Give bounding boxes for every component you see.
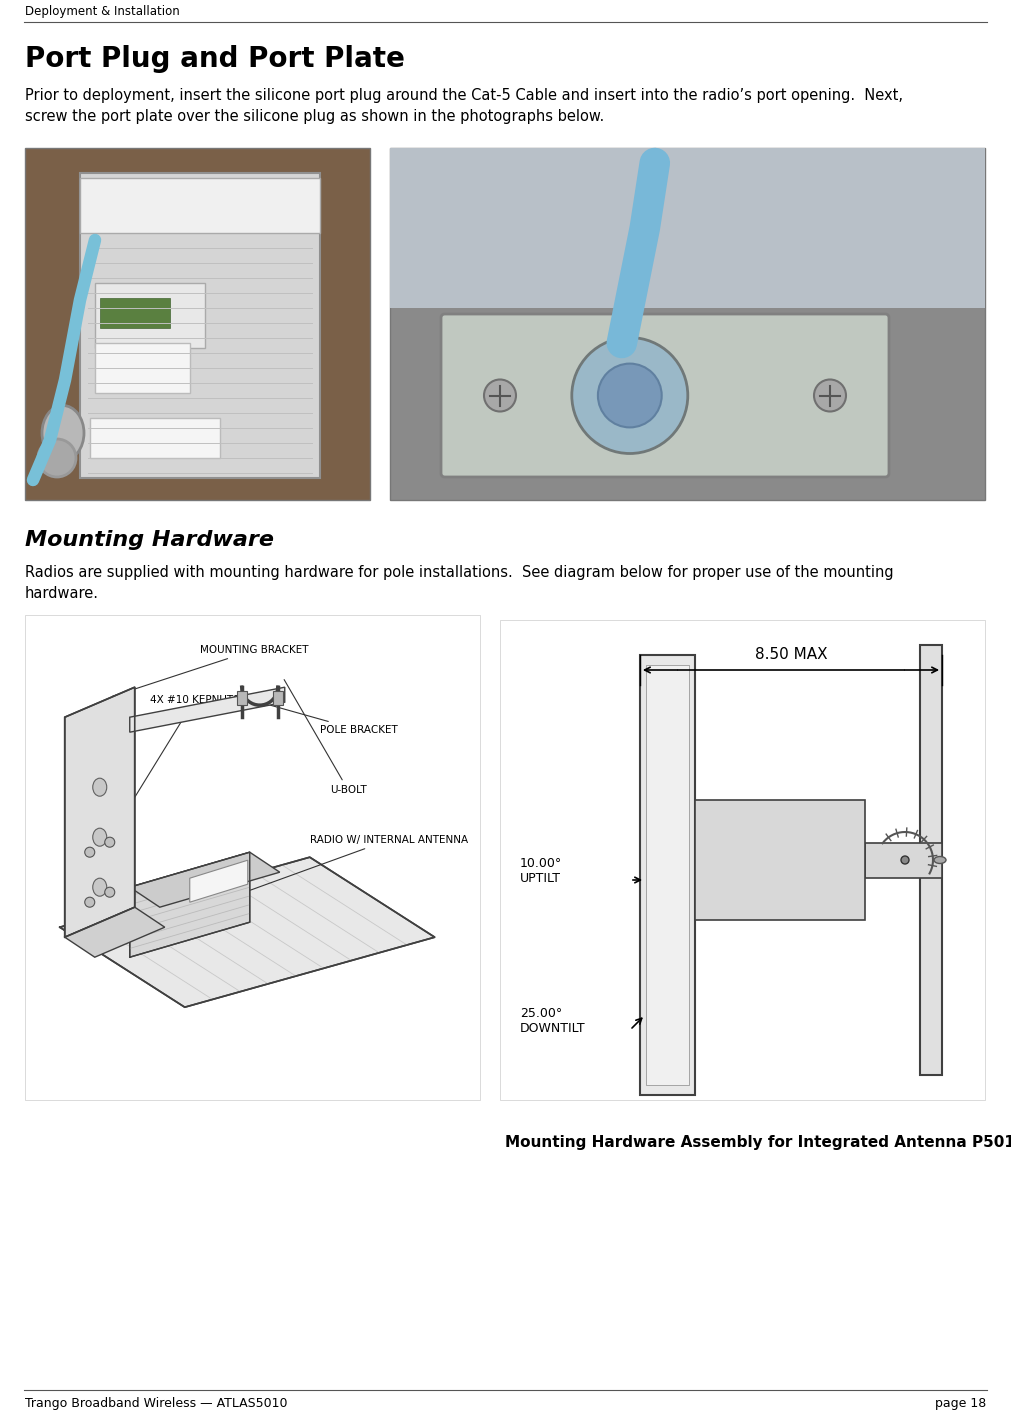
- Polygon shape: [65, 907, 165, 958]
- Bar: [95, 343, 190, 393]
- Bar: [865, 843, 942, 877]
- Text: Mounting Hardware: Mounting Hardware: [25, 530, 274, 550]
- Circle shape: [85, 847, 95, 857]
- Ellipse shape: [93, 828, 107, 846]
- Text: Deployment & Installation: Deployment & Installation: [25, 6, 180, 18]
- Bar: [95, 283, 205, 349]
- Bar: [80, 179, 320, 232]
- Polygon shape: [60, 857, 435, 1007]
- Circle shape: [901, 856, 909, 864]
- Bar: [920, 645, 942, 1076]
- Text: Prior to deployment, insert the silicone port plug around the Cat-5 Cable and in: Prior to deployment, insert the silicone…: [25, 88, 903, 125]
- Bar: [25, 615, 480, 1100]
- Ellipse shape: [934, 856, 946, 863]
- Bar: [90, 418, 220, 458]
- Circle shape: [484, 380, 516, 411]
- Polygon shape: [129, 687, 285, 733]
- Circle shape: [598, 364, 662, 428]
- Bar: [390, 147, 985, 500]
- Text: page 18: page 18: [935, 1397, 986, 1410]
- Text: U-BOLT: U-BOLT: [284, 680, 367, 795]
- Ellipse shape: [42, 405, 84, 461]
- Ellipse shape: [93, 879, 107, 896]
- Bar: [273, 691, 283, 706]
- Text: Mounting Hardware Assembly for Integrated Antenna P5010-INT: Mounting Hardware Assembly for Integrate…: [506, 1135, 1011, 1151]
- Text: Port Plug and Port Plate: Port Plug and Port Plate: [25, 45, 404, 74]
- Circle shape: [105, 887, 115, 897]
- Ellipse shape: [93, 778, 107, 796]
- Circle shape: [85, 897, 95, 907]
- Circle shape: [572, 337, 687, 453]
- Bar: [25, 147, 370, 500]
- Text: 8.50 MAX: 8.50 MAX: [754, 648, 827, 662]
- Bar: [100, 298, 170, 327]
- Text: MOUNTING BRACKET: MOUNTING BRACKET: [112, 645, 308, 696]
- Text: 10.00°
UPTILT: 10.00° UPTILT: [520, 857, 562, 886]
- Text: Radios are supplied with mounting hardware for pole installations.  See diagram : Radios are supplied with mounting hardwa…: [25, 565, 894, 601]
- Text: 25.00°
DOWNTILT: 25.00° DOWNTILT: [520, 1007, 585, 1034]
- Circle shape: [814, 380, 846, 411]
- Polygon shape: [65, 687, 134, 937]
- Polygon shape: [129, 852, 280, 907]
- Bar: [500, 621, 985, 1100]
- Bar: [390, 147, 985, 307]
- Polygon shape: [129, 852, 250, 958]
- Bar: [695, 801, 865, 920]
- Text: RADIO W/ INTERNAL ANTENNA: RADIO W/ INTERNAL ANTENNA: [248, 835, 468, 891]
- Ellipse shape: [38, 439, 76, 478]
- Text: POLE BRACKET: POLE BRACKET: [263, 703, 397, 735]
- Bar: [237, 691, 247, 706]
- Text: Trango Broadband Wireless — ATLAS5010: Trango Broadband Wireless — ATLAS5010: [25, 1397, 287, 1410]
- Bar: [646, 665, 690, 1085]
- Polygon shape: [190, 860, 248, 903]
- Bar: [640, 655, 695, 1095]
- FancyBboxPatch shape: [441, 315, 889, 478]
- Text: 4X #10 KEPNUTS: 4X #10 KEPNUTS: [96, 694, 240, 860]
- Circle shape: [105, 837, 115, 847]
- Bar: [80, 173, 320, 478]
